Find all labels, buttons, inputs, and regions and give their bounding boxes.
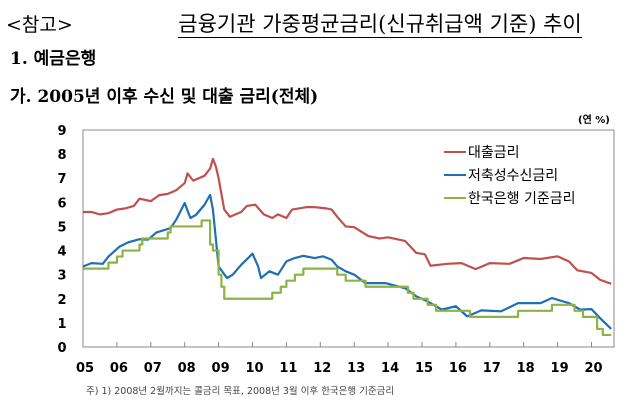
x-tick-label: 14 [381,361,399,376]
y-tick-label: 2 [57,293,66,308]
series-line-2 [82,193,613,330]
x-tick-label: 16 [449,361,467,376]
series-line-1 [83,157,612,285]
legend-label: 저축성수신금리 [468,168,558,184]
y-tick-label: 6 [57,196,66,211]
x-tick-label: 10 [245,361,263,376]
x-tick-label: 18 [517,361,535,376]
section-heading: 1. 예금은행 [10,49,97,69]
reference-label: <참고> [6,14,73,36]
unit-label: (연 %) [578,113,610,126]
x-tick-label: 20 [584,361,602,376]
y-tick-label: 8 [57,148,66,163]
x-tick-label: 11 [279,361,297,376]
x-tick-label: 08 [178,361,196,376]
x-tick-label: 06 [110,361,128,376]
y-tick-label: 1 [57,317,66,332]
legend-label: 한국은행 기준금리 [468,191,576,207]
footnote: 주) 1) 2008년 2월까지는 콜금리 목표, 2008년 3월 이후 한국… [86,386,395,397]
y-tick-label: 9 [57,124,66,139]
x-tick-label: 17 [483,361,501,376]
y-tick-label: 0 [57,341,66,356]
y-tick-label: 4 [57,245,66,260]
x-tick-label: 05 [76,361,94,376]
x-tick-label: 07 [144,361,162,376]
x-tick-label: 15 [415,361,433,376]
series-line-3 [83,219,612,337]
page-title-text: 금융기관 가중평균금리(신규취급액 기준) 추이 [178,12,582,38]
x-tick-label: 09 [212,361,230,376]
y-tick-label: 5 [57,220,66,235]
page-title: 금융기관 가중평균금리(신규취급액 기준) 추이 [140,8,620,38]
y-tick-label: 7 [57,172,66,187]
plot-area [82,129,615,348]
y-axis: 0 1 2 3 4 5 6 7 8 9 [57,124,66,356]
series-lines [82,157,613,337]
legend-label: 대출금리 [468,145,520,161]
x-tick-label: 12 [313,361,331,376]
x-tick-label: 13 [347,361,365,376]
x-tick-label: 19 [551,361,569,376]
subsection-heading: 가. 2005년 이후 수신 및 대출 금리(전체) [10,87,319,107]
x-axis: 05 06 07 08 09 10 11 12 13 14 15 16 17 18 19 20 [76,342,603,376]
y-tick-label: 3 [57,269,66,284]
